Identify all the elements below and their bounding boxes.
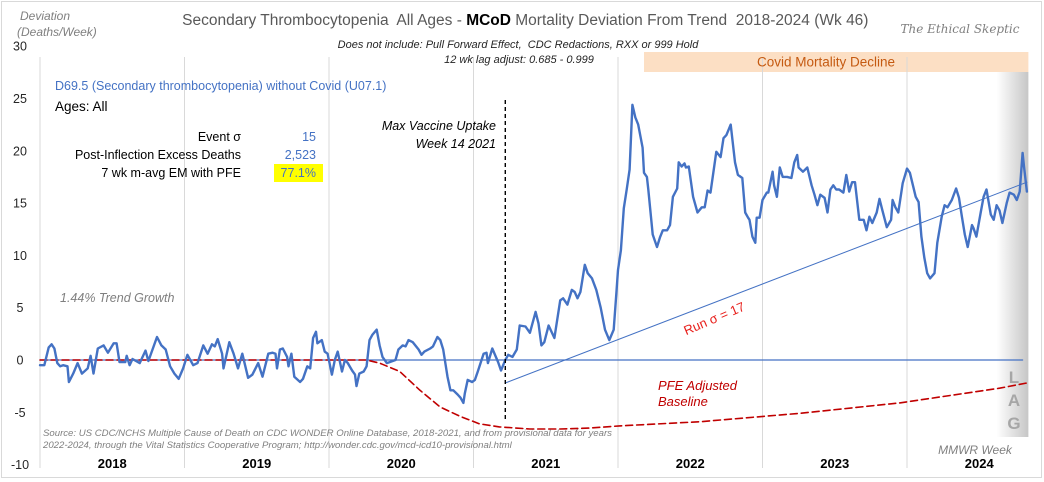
source-note-line1: Source: US CDC/NCHS Multiple Cause of De… xyxy=(43,428,612,439)
chart-title-emphasis: MCoD xyxy=(466,12,511,29)
y-tick-label: -5 xyxy=(14,406,25,420)
pfe-adjusted-baseline-line xyxy=(39,359,1028,430)
y-tick-label: 15 xyxy=(13,197,27,211)
chart-title-part1: Secondary Thrombocytopenia All Ages - xyxy=(182,12,466,29)
chart-subtitle-1: Does not include: Pull Forward Effect, C… xyxy=(338,39,700,51)
y-tick-label: -10 xyxy=(11,458,29,472)
source-note-line2: 2022-2024, through the Vital Statistics … xyxy=(42,440,513,451)
vaccine-label-line2: Week 14 2021 xyxy=(416,137,496,151)
x-tick-label-2021: 2021 xyxy=(531,456,560,471)
x-tick-label-2019: 2019 xyxy=(242,456,271,471)
x-tick-label-2022: 2022 xyxy=(676,456,705,471)
covid-mortality-decline-band xyxy=(644,52,1029,72)
trend-growth-label: 1.44% Trend Growth xyxy=(60,291,174,305)
brand-watermark: The Ethical Skeptic xyxy=(901,22,1020,36)
x-axis-title: MMWR Week xyxy=(938,443,1013,457)
x-tick-label-2018: 2018 xyxy=(98,456,127,471)
stat-value-em-pfe: 77.1% xyxy=(281,166,316,180)
lag-region xyxy=(996,72,1029,437)
lag-letter-g: G xyxy=(1007,414,1020,433)
y-axis-tick-labels: -10 -5 0 5 10 15 20 25 30 xyxy=(11,40,29,472)
series-group xyxy=(38,103,1029,430)
series-line-d69-5 xyxy=(38,103,1029,405)
lag-letter-a: A xyxy=(1008,391,1020,410)
x-tick-label-2020: 2020 xyxy=(387,456,416,471)
ages-label: Ages: All xyxy=(55,99,108,114)
year-gridlines xyxy=(39,57,908,468)
y-tick-label: 30 xyxy=(13,40,27,54)
stat-label-excess-deaths: Post-Inflection Excess Deaths xyxy=(75,148,241,162)
lag-letter-l: L xyxy=(1009,368,1019,387)
pfe-baseline-label-line1: PFE Adjusted xyxy=(658,378,738,393)
y-tick-label: 5 xyxy=(17,301,24,315)
stat-value-excess-deaths: 2,523 xyxy=(285,148,316,162)
run-sigma-trend-line xyxy=(504,181,1028,384)
x-axis-year-labels: 2018 2019 2020 2021 2022 2023 2024 xyxy=(98,456,995,471)
vaccine-label-line1: Max Vaccine Uptake xyxy=(382,119,496,133)
y-tick-label: 25 xyxy=(13,92,27,106)
stat-label-event-sigma: Event σ xyxy=(198,130,241,144)
x-tick-label-2024: 2024 xyxy=(965,456,995,471)
chart-title-part2: Mortality Deviation From Trend 2018-2024… xyxy=(511,12,869,29)
y-tick-label: 10 xyxy=(13,249,27,263)
y-tick-label: 0 xyxy=(17,354,24,368)
y-tick-label: 20 xyxy=(13,144,27,158)
series-legend-label: D69.5 (Secondary thrombocytopenia) witho… xyxy=(55,79,386,93)
y-axis-title-line2: (Deaths/Week) xyxy=(17,25,97,39)
stat-label-em-pfe: 7 wk m-avg EM with PFE xyxy=(101,166,241,180)
pfe-baseline-label-line2: Baseline xyxy=(658,394,708,409)
covid-decline-label: Covid Mortality Decline xyxy=(757,55,895,70)
chart-subtitle-2: 12 wk lag adjust: 0.685 - 0.999 xyxy=(444,54,594,66)
stat-highlight-box xyxy=(274,164,323,182)
x-tick-label-2023: 2023 xyxy=(820,456,849,471)
y-axis-title-line1: Deviation xyxy=(20,9,70,23)
chart-title: Secondary Thrombocytopenia All Ages - MC… xyxy=(161,12,882,29)
stat-value-event-sigma: 15 xyxy=(302,130,316,144)
